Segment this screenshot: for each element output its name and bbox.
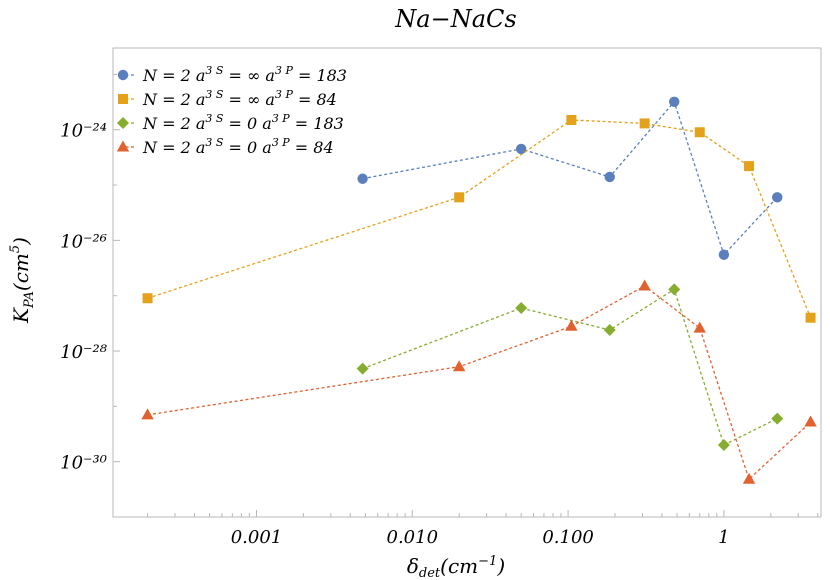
data-point-square bbox=[744, 161, 755, 172]
legend-marker-diamond bbox=[117, 117, 129, 129]
legend-item: N = 2 a3 S = 0 a3 P = 84 bbox=[116, 136, 334, 157]
data-point-square bbox=[694, 127, 705, 138]
data-point-square bbox=[639, 118, 650, 129]
data-point-triangle bbox=[565, 319, 578, 331]
series-3 bbox=[356, 283, 784, 452]
data-point-triangle bbox=[452, 360, 466, 372]
data-point-circle bbox=[357, 173, 368, 184]
legend-item: N = 2 a3 S = ∞ a3 P = 183 bbox=[117, 64, 347, 85]
data-point-circle bbox=[604, 171, 615, 183]
series-layer bbox=[141, 96, 817, 484]
legend-text: N = 2 a3 S = 0 a3 P = 183 bbox=[142, 112, 344, 133]
data-point-diamond bbox=[603, 323, 616, 336]
data-point-diamond bbox=[356, 362, 369, 375]
legend-marker-square bbox=[118, 94, 128, 104]
y-tick-label: 10⁻²⁴ bbox=[60, 121, 107, 142]
x-tick-label: 0.100 bbox=[542, 527, 594, 548]
data-point-triangle bbox=[638, 279, 651, 291]
legend-text: N = 2 a3 S = ∞ a3 P = 183 bbox=[142, 64, 347, 85]
series-line-4 bbox=[147, 285, 812, 481]
data-point-circle bbox=[772, 192, 783, 203]
data-point-triangle bbox=[141, 408, 154, 420]
data-point-circle bbox=[669, 96, 680, 107]
y-tick-label: 10⁻²⁶ bbox=[60, 231, 107, 252]
x-tick-label: 0.001 bbox=[231, 527, 283, 548]
x-tick-label: 1 bbox=[718, 527, 729, 548]
chart-title: Na−NaCs bbox=[394, 5, 516, 33]
data-point-triangle bbox=[804, 415, 817, 427]
data-point-square bbox=[454, 192, 465, 203]
series-line-3 bbox=[362, 288, 778, 446]
legend-marker-triangle bbox=[116, 140, 130, 152]
x-axis-label: δdet(cm−1) bbox=[407, 554, 505, 580]
data-point-square bbox=[805, 312, 816, 323]
series-4 bbox=[141, 279, 817, 484]
series-line-1 bbox=[362, 100, 778, 256]
series-2 bbox=[142, 114, 816, 323]
data-point-diamond bbox=[668, 283, 681, 296]
legend: N = 2 a3 S = ∞ a3 P = 183 N = 2 a3 S = ∞ … bbox=[116, 64, 347, 157]
legend-item: N = 2 a3 S = 0 a3 P = 183 bbox=[117, 112, 344, 133]
data-point-triangle bbox=[693, 321, 706, 333]
data-point-diamond bbox=[771, 412, 784, 425]
data-point-square bbox=[142, 293, 153, 304]
legend-marker-circle bbox=[117, 69, 129, 81]
data-point-circle bbox=[718, 249, 730, 260]
y-axis-label: KPA(cm5) bbox=[8, 237, 37, 324]
legend-text: N = 2 a3 S = ∞ a3 P = 84 bbox=[142, 88, 337, 109]
data-point-circle bbox=[515, 143, 527, 155]
x-tick-label: 0.010 bbox=[387, 527, 439, 548]
series-1 bbox=[357, 96, 783, 260]
data-point-triangle bbox=[742, 472, 756, 484]
data-point-square bbox=[566, 114, 577, 125]
data-point-diamond bbox=[515, 301, 528, 314]
y-tick-label: 10⁻³⁰ bbox=[60, 453, 107, 474]
legend-text: N = 2 a3 S = 0 a3 P = 84 bbox=[142, 136, 334, 157]
plot-frame bbox=[112, 47, 822, 518]
axis-ticks: 0.001 0.010 0.100 1 10⁻³⁰ 10⁻²⁸ 10⁻²⁶ 10⁻²⁴ bbox=[60, 73, 819, 548]
legend-item: N = 2 a3 S = ∞ a3 P = 84 bbox=[118, 88, 337, 109]
data-point-diamond bbox=[717, 439, 730, 452]
y-tick-label: 10⁻²⁸ bbox=[60, 342, 108, 363]
